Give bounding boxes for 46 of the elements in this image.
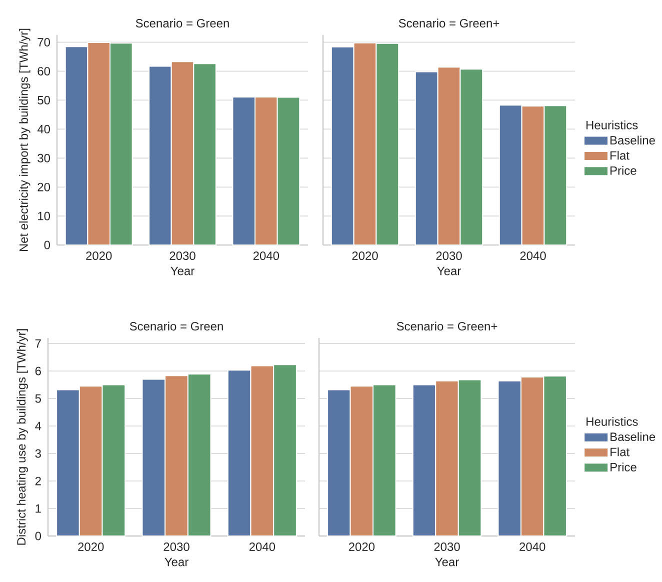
y-tick-label: 10 bbox=[38, 212, 50, 220]
y-axis-title: Net electricity import by buildings [TWh/yr] bbox=[19, 28, 30, 252]
chart-title: Scenario = Green bbox=[136, 18, 229, 28]
legend-label: Price bbox=[610, 166, 636, 175]
x-tick-label: 2030 bbox=[170, 252, 196, 260]
y-tick-label: 7 bbox=[35, 339, 41, 348]
x-tick-label: 2040 bbox=[249, 542, 276, 552]
y-tick-label: 1 bbox=[36, 504, 41, 513]
y-axis-title: District heating use by buildings [TWh/yr] bbox=[16, 329, 28, 545]
chart-title: Scenario = Green+ bbox=[398, 18, 500, 28]
y-tick-label: 50 bbox=[38, 96, 50, 104]
y-tick-label: 4 bbox=[35, 422, 42, 430]
legend-label: Baseline bbox=[610, 432, 656, 442]
y-tick-label: 20 bbox=[38, 182, 50, 192]
x-tick-label: 2020 bbox=[348, 542, 375, 552]
legend-title: Heuristics bbox=[586, 417, 638, 426]
y-tick-label: 0 bbox=[35, 532, 42, 540]
x-tick-label: 2020 bbox=[78, 542, 104, 552]
legend-label: Flat bbox=[610, 447, 630, 456]
x-axis-title: Year bbox=[437, 266, 461, 276]
legend-label: Price bbox=[610, 462, 636, 472]
y-tick-label: 5 bbox=[35, 394, 41, 403]
x-tick-label: 2040 bbox=[253, 252, 280, 260]
y-tick-label: 2 bbox=[35, 476, 41, 486]
chart-title: Scenario = Green bbox=[130, 322, 223, 331]
x-axis-title: Year bbox=[435, 558, 459, 566]
x-tick-label: 2030 bbox=[164, 542, 190, 552]
x-axis-title: Year bbox=[164, 558, 188, 566]
chart-title: Scenario = Green+ bbox=[396, 322, 498, 331]
x-tick-label: 2020 bbox=[86, 252, 112, 260]
y-tick-label: 30 bbox=[38, 154, 50, 162]
y-tick-label: 40 bbox=[37, 124, 50, 134]
y-tick-label: 70 bbox=[38, 38, 50, 46]
x-axis-title: Year bbox=[170, 266, 194, 276]
legend-title: Heuristics bbox=[586, 120, 638, 130]
x-tick-label: 2020 bbox=[352, 252, 378, 260]
y-tick-label: 0 bbox=[44, 240, 50, 250]
x-tick-label: 2040 bbox=[520, 252, 546, 260]
x-tick-label: 2030 bbox=[436, 252, 462, 260]
y-tick-label: 3 bbox=[35, 449, 41, 458]
legend-label: Flat bbox=[610, 150, 630, 160]
x-tick-label: 2030 bbox=[434, 542, 460, 552]
legend-label: Baseline bbox=[610, 136, 655, 145]
y-tick-label: 60 bbox=[38, 66, 50, 76]
y-tick-label: 6 bbox=[35, 366, 41, 376]
x-tick-label: 2040 bbox=[520, 542, 546, 552]
